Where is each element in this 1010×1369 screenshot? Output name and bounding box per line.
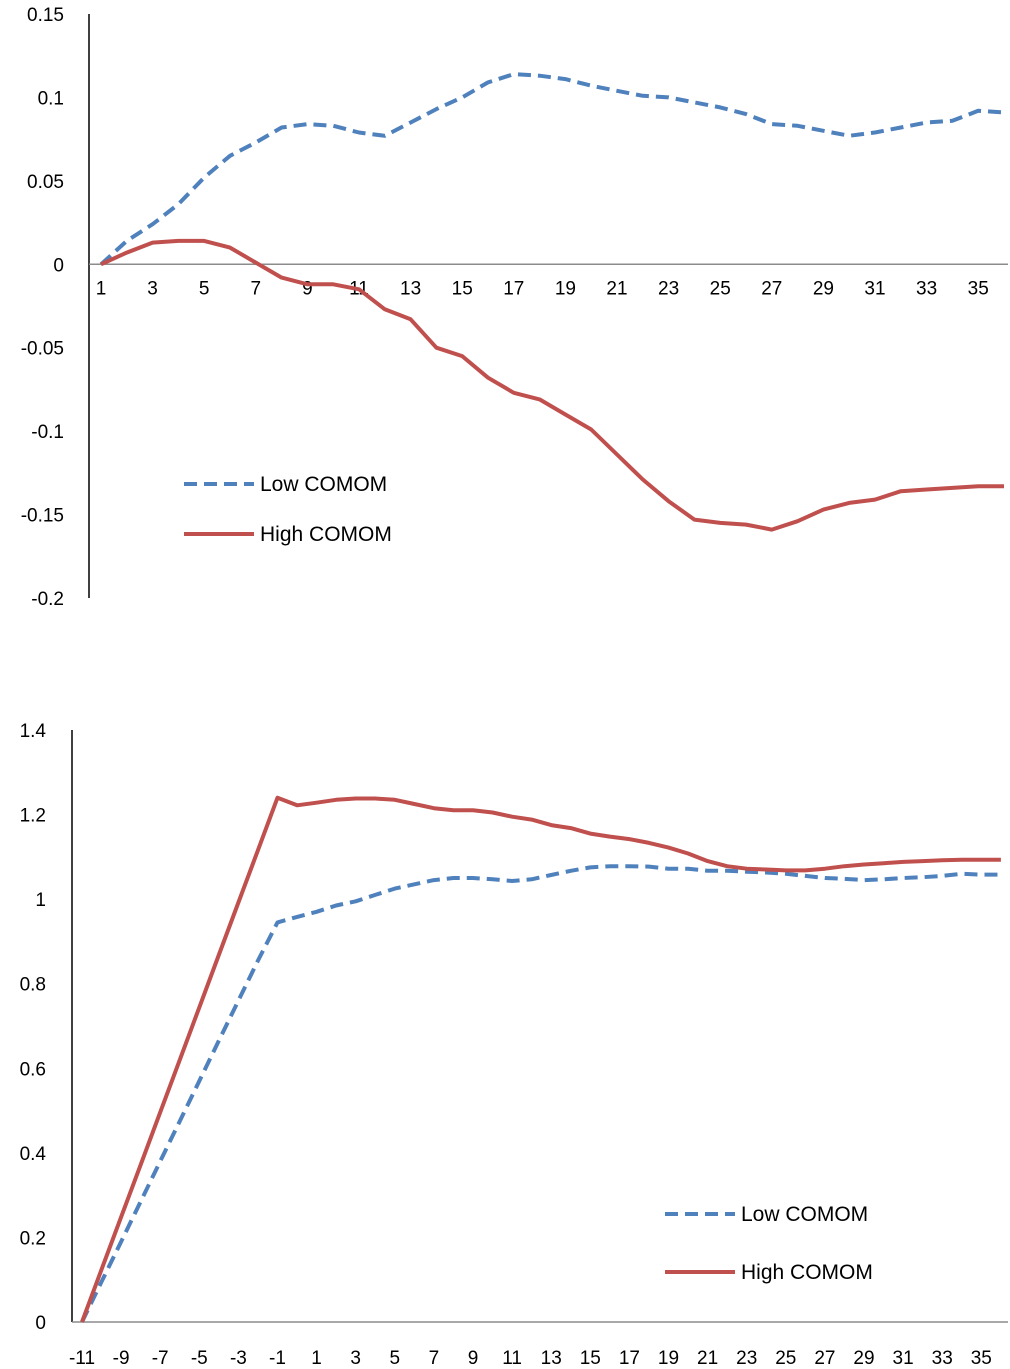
x-tick-label: 29 — [853, 1348, 874, 1369]
x-tick-label: 5 — [199, 278, 210, 299]
y-tick-label: 1 — [35, 890, 46, 911]
x-tick-label: 13 — [400, 278, 421, 299]
x-tick-label: 29 — [813, 278, 834, 299]
x-tick-label: -9 — [113, 1348, 130, 1369]
series-line-high-comom — [100, 238, 1004, 532]
chart-bottom-cumulative-returns: 1.41.210.80.60.40.20-11 -9 -7 -5 -3 -1 1 3 5 7 9 11… — [20, 721, 1008, 1369]
x-tick-label: 17 — [619, 1348, 640, 1369]
x-tick-label: 23 — [658, 278, 679, 299]
legend-label: Low COMOM — [741, 1203, 868, 1226]
y-tick-label: 0 — [53, 255, 64, 276]
y-tick-label: 0.8 — [20, 975, 46, 996]
x-tick-label: 27 — [761, 278, 782, 299]
y-tick-label: -0.1 — [31, 422, 64, 443]
x-tick-label: 3 — [147, 278, 158, 299]
x-tick-label: 11 — [502, 1348, 522, 1369]
x-tick-label: 7 — [251, 278, 262, 299]
x-tick-label: 3 — [350, 1348, 361, 1369]
x-tick-label: 25 — [710, 278, 731, 299]
x-tick-label: 13 — [541, 1348, 562, 1369]
series-line-high-comom — [80, 795, 1001, 1323]
x-tick-label: -7 — [152, 1348, 169, 1369]
x-tick-label: 1 — [96, 278, 107, 299]
x-tick-label: 19 — [555, 278, 576, 299]
x-tick-label: 17 — [503, 278, 524, 299]
y-tick-label: 0.05 — [27, 172, 64, 193]
y-tick-label: 0.2 — [20, 1228, 46, 1249]
x-tick-label: 33 — [932, 1348, 953, 1369]
x-tick-label: 21 — [697, 1348, 718, 1369]
x-tick-label: 33 — [916, 278, 937, 299]
x-tick-label: 5 — [390, 1348, 401, 1369]
y-tick-label: 0.6 — [20, 1059, 46, 1080]
x-tick-label: 35 — [968, 278, 989, 299]
x-tick-label: -1 — [269, 1348, 286, 1369]
y-tick-label: 0 — [35, 1313, 46, 1334]
legend-label: High COMOM — [741, 1261, 873, 1284]
x-tick-label: 9 — [468, 1348, 479, 1369]
x-tick-label: 25 — [775, 1348, 796, 1369]
y-tick-label: 0.15 — [27, 5, 64, 26]
chart-top-cumulative-returns: 0.150.10.050-0.05-0.1-0.15-0.21 3 5 7 9 11 13 1… — [21, 5, 1008, 610]
x-tick-label: 35 — [971, 1348, 992, 1369]
y-tick-label: 0.1 — [38, 88, 64, 109]
x-tick-label: 9 — [302, 278, 313, 299]
series-line-low-comom — [80, 864, 1001, 1323]
x-tick-label: 19 — [658, 1348, 679, 1369]
x-tick-label: 1 — [311, 1348, 322, 1369]
x-tick-label: 27 — [814, 1348, 835, 1369]
legend-label: Low COMOM — [260, 473, 387, 496]
x-tick-label: 31 — [893, 1348, 914, 1369]
x-tick-label: 23 — [736, 1348, 757, 1369]
x-tick-label: 7 — [429, 1348, 440, 1369]
x-tick-label: 15 — [580, 1348, 601, 1369]
x-tick-label: -3 — [230, 1348, 247, 1369]
y-tick-label: -0.15 — [21, 506, 64, 527]
series-line-low-comom — [99, 72, 1005, 266]
y-tick-label: 1.4 — [20, 721, 47, 742]
y-tick-label: 0.4 — [20, 1144, 47, 1165]
y-tick-label: 1.2 — [20, 806, 46, 827]
x-tick-label: 15 — [452, 278, 473, 299]
legend-label: High COMOM — [260, 523, 392, 546]
y-tick-label: -0.2 — [31, 589, 64, 610]
x-tick-label: 21 — [606, 278, 627, 299]
x-tick-label: -11 — [69, 1348, 95, 1369]
y-tick-label: -0.05 — [21, 339, 64, 360]
x-tick-label: 31 — [864, 278, 885, 299]
x-tick-label: -5 — [191, 1348, 208, 1369]
